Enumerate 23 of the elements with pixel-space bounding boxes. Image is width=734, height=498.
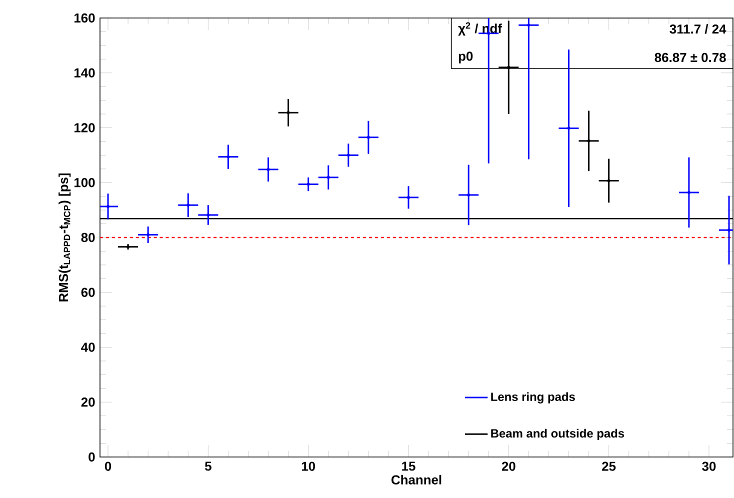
annotation: 311.7 / 24	[670, 24, 726, 34]
y-axis-title: RMS(t$_{LAPPD}$-t$_{MCP}$) [ps]	[58, 173, 71, 302]
x-tick-label: 5	[204, 462, 212, 471]
y-tick-label: 40	[81, 342, 95, 352]
y-tick-label: 60	[81, 288, 95, 297]
y-tick-label: 100	[74, 178, 95, 188]
y-tick-label: 120	[74, 123, 95, 132]
y-tick-label: 160	[74, 13, 95, 23]
y-tick-label: 80	[81, 232, 95, 242]
y-tick-label: 140	[74, 68, 95, 78]
x-tick-label: 15	[402, 462, 416, 471]
y-tick-label: 20	[81, 398, 95, 407]
annotation: p0	[458, 52, 473, 64]
legend-label: Beam and outside pads	[491, 428, 624, 440]
x-tick-label: 10	[302, 462, 316, 471]
x-tick-label: 25	[602, 462, 616, 471]
annotation: 86.87 ± 0.78	[654, 52, 726, 62]
y-tick-label: 0	[88, 452, 95, 462]
legend-label: Lens ring pads	[491, 392, 575, 404]
x-tick-label: 30	[702, 462, 716, 471]
x-tick-label: 20	[502, 462, 516, 471]
x-axis-title: Channel	[391, 474, 442, 484]
x-tick-label: 0	[104, 462, 112, 471]
